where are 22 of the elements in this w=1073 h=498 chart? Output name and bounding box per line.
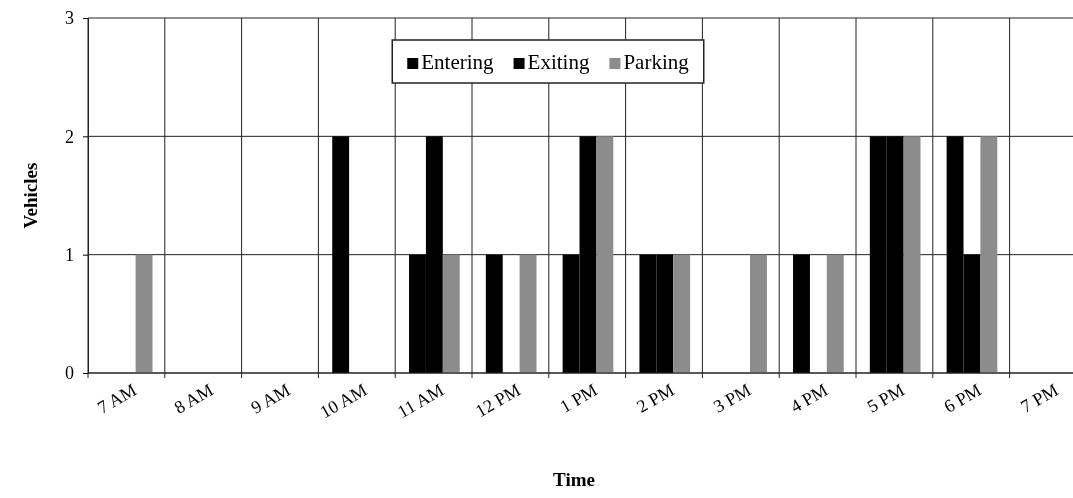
legend-label: Parking (623, 50, 690, 74)
x-axis-title: Time (553, 469, 595, 490)
x-tick-label: 12 PM (471, 379, 524, 422)
x-tick-label: 11 AM (393, 379, 448, 422)
x-tick-label: 1 PM (556, 379, 601, 417)
x-tick-label: 9 AM (247, 379, 294, 418)
x-tick-label: 3 PM (710, 379, 755, 417)
x-tick-label: 7 PM (1017, 379, 1062, 417)
x-tick-label: 4 PM (786, 379, 832, 417)
y-tick-label: 3 (65, 8, 74, 29)
x-tick-label: 5 PM (863, 379, 908, 417)
y-axis-title: Vehicles (20, 162, 41, 229)
y-tick-label: 0 (65, 363, 74, 384)
x-tick-label: 2 PM (633, 379, 678, 417)
legend-label: Exiting (527, 50, 590, 74)
y-tick-label: 2 (65, 126, 74, 147)
x-tick-label: 7 AM (93, 379, 140, 418)
x-tick-label: 6 PM (940, 379, 985, 417)
x-tick-label: 8 AM (170, 379, 217, 418)
legend-label: Entering (421, 50, 495, 74)
x-tick-label: 10 AM (316, 379, 371, 423)
y-tick-label: 1 (65, 244, 74, 265)
